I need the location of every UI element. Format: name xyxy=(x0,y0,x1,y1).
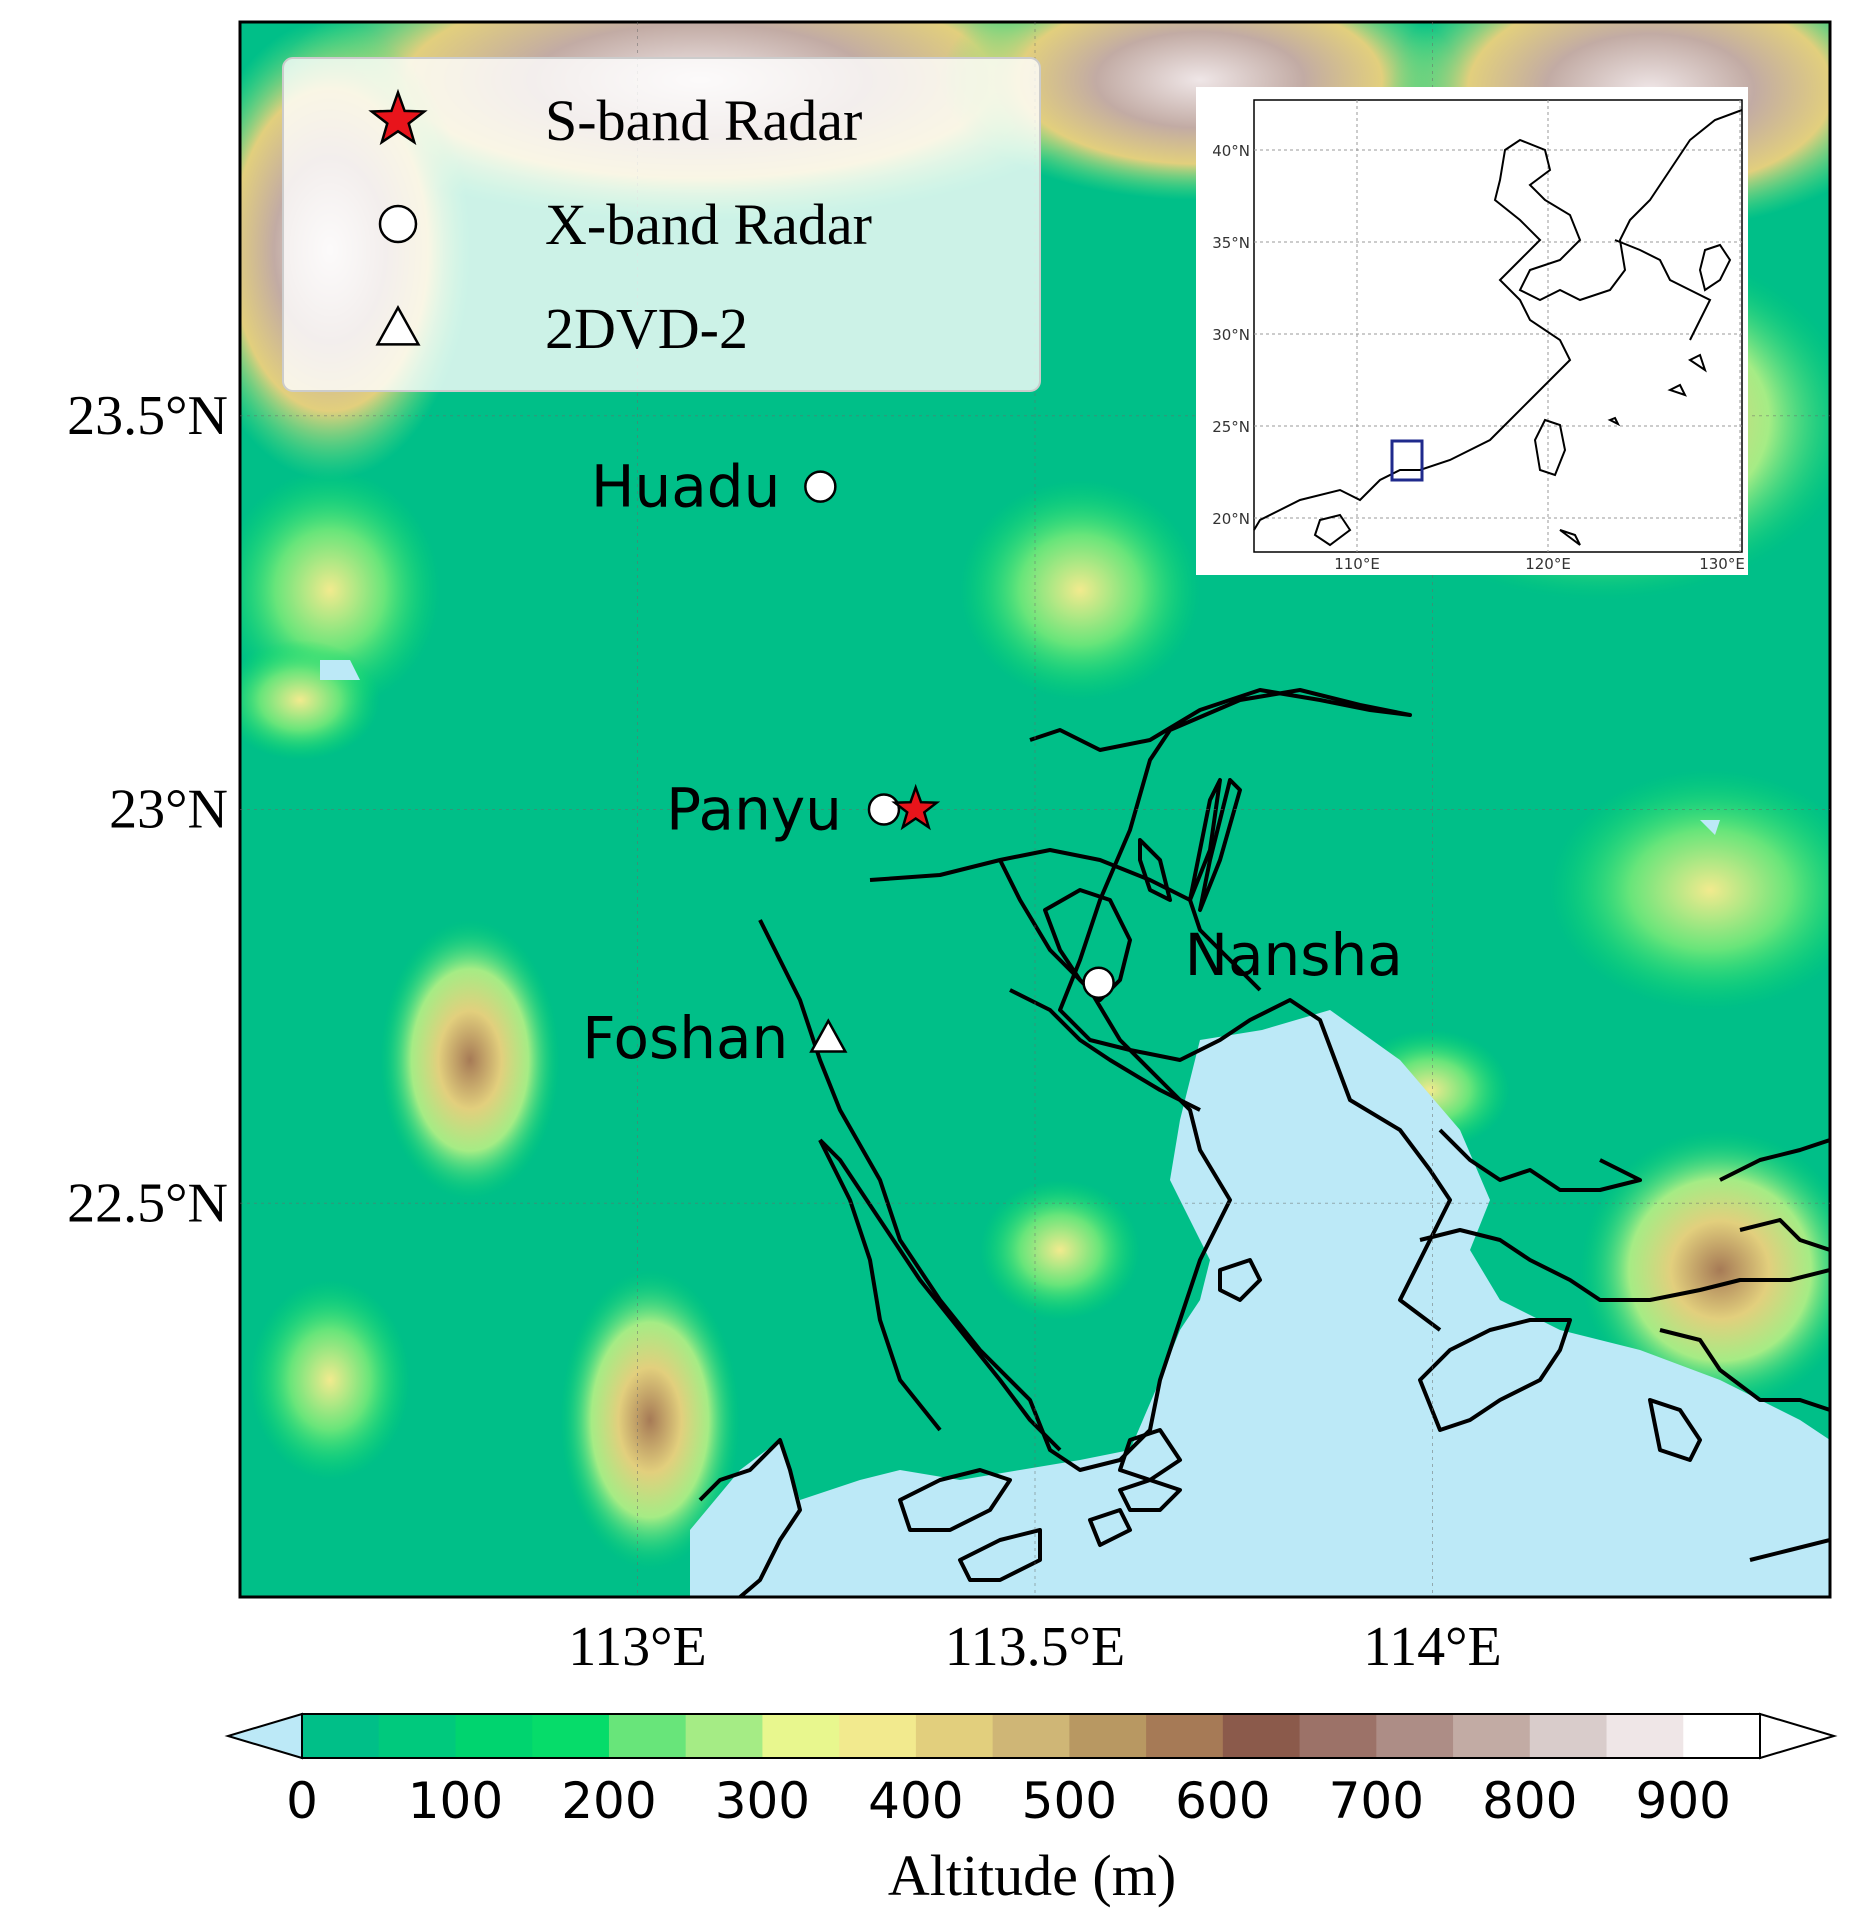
latitude-tick-labels: 23.5°N 23°N 22.5°N xyxy=(67,385,228,1235)
colorbar-segment xyxy=(608,1714,687,1758)
colorbar-label: Altitude (m) xyxy=(888,1843,1176,1908)
x-band-radar-marker xyxy=(804,470,837,503)
legend-marker-triangle xyxy=(375,305,421,346)
x-band-radar-marker xyxy=(1082,966,1115,999)
inset-lon-tick: 120°E xyxy=(1525,555,1571,573)
station-label-huadu: Huadu xyxy=(591,453,781,521)
inset-latitude-tick-labels: 40°N 35°N 30°N 25°N 20°N xyxy=(1212,142,1250,528)
colorbar-segment xyxy=(1299,1714,1377,1758)
inset-region-box xyxy=(1390,439,1424,482)
colorbar-segment xyxy=(378,1714,456,1758)
colorbar-segment xyxy=(1453,1714,1531,1758)
station-label-foshan: Foshan xyxy=(582,1004,788,1072)
coastline xyxy=(698,688,1830,1597)
colorbar-tick-label: 800 xyxy=(1482,1772,1577,1830)
colorbar-tick-label: 0 xyxy=(286,1772,318,1830)
lon-tick-label: 114°E xyxy=(1363,1616,1502,1678)
colorbar-tick-label: 100 xyxy=(408,1772,503,1830)
s-band-radar-marker xyxy=(891,783,941,831)
colorbar-tick-label: 500 xyxy=(1022,1772,1117,1830)
colorbar-over-arrow xyxy=(1759,1712,1838,1760)
inset-coastline xyxy=(1253,109,1743,547)
colorbar-tick-label: 400 xyxy=(868,1772,963,1830)
legend-item-label: S-band Radar xyxy=(545,88,862,153)
legend-item-label: X-band Radar xyxy=(545,192,872,257)
colorbar-segment xyxy=(839,1714,917,1758)
colorbar-under-arrow xyxy=(224,1712,303,1760)
colorbar-tick-label: 700 xyxy=(1329,1772,1424,1830)
inset-longitude-tick-labels: 110°E 120°E 130°E xyxy=(1334,555,1745,573)
legend-marker-circle xyxy=(378,204,418,244)
colorbar-segment xyxy=(1146,1714,1224,1758)
legend-item-label: 2DVD-2 xyxy=(545,296,748,361)
station-label-panyu: Panyu xyxy=(666,776,842,844)
legend-box xyxy=(282,57,1041,392)
colorbar-tick-label: 300 xyxy=(715,1772,810,1830)
lat-tick-label: 22.5°N xyxy=(67,1172,228,1234)
colorbar-segment xyxy=(455,1714,533,1758)
2dvd-marker xyxy=(809,1018,848,1053)
colorbar-segment xyxy=(1529,1714,1608,1758)
lon-tick-label: 113.5°E xyxy=(945,1616,1126,1678)
colorbar: 0 100 200 300 400 500 600 700 800 900 xyxy=(224,1712,1838,1830)
colorbar-segment xyxy=(1606,1714,1684,1758)
station-label-nansha: Nansha xyxy=(1185,921,1403,989)
inset-lat-tick: 40°N xyxy=(1212,142,1250,160)
lon-tick-label: 113°E xyxy=(568,1616,707,1678)
water-bodies xyxy=(320,660,1830,1597)
station-labels: Huadu Panyu Nansha Foshan xyxy=(582,453,1403,1072)
lat-tick-label: 23.5°N xyxy=(67,385,228,447)
colorbar-segment xyxy=(1069,1714,1147,1758)
colorbar-frame xyxy=(301,1713,1761,1759)
stations xyxy=(804,470,1115,1053)
legend-marker-star xyxy=(368,88,428,146)
colorbar-tick-label: 900 xyxy=(1636,1772,1731,1830)
colorbar-segment xyxy=(685,1714,763,1758)
legend: S-band Radar X-band Radar 2DVD-2 xyxy=(282,57,1041,392)
colorbar-segment xyxy=(532,1714,610,1758)
colorbar-tick-label: 600 xyxy=(1175,1772,1270,1830)
colorbar-segment xyxy=(1222,1714,1301,1758)
lat-tick-label: 23°N xyxy=(109,779,228,841)
colorbar-tick-label: 200 xyxy=(561,1772,656,1830)
inset-lon-tick: 130°E xyxy=(1699,555,1745,573)
colorbar-segment xyxy=(1683,1714,1761,1758)
x-band-radar-marker xyxy=(867,793,901,826)
inset-map: 40°N 35°N 30°N 25°N 20°N 110°E 120°E 130°E xyxy=(1196,87,1748,575)
inset-lon-tick: 110°E xyxy=(1334,555,1380,573)
colorbar-segment xyxy=(1376,1714,1454,1758)
colorbar-segment xyxy=(302,1714,380,1758)
colorbar-segment xyxy=(762,1714,840,1758)
colorbar-segment xyxy=(915,1714,994,1758)
inset-lat-tick: 35°N xyxy=(1212,234,1250,252)
colorbar-segment xyxy=(992,1714,1070,1758)
inset-lat-tick: 30°N xyxy=(1212,326,1250,344)
inset-frame xyxy=(1253,99,1743,553)
inset-lat-tick: 20°N xyxy=(1212,510,1250,528)
inset-lat-tick: 25°N xyxy=(1212,418,1250,436)
longitude-tick-labels: 113°E 113.5°E 114°E xyxy=(568,1616,1502,1678)
